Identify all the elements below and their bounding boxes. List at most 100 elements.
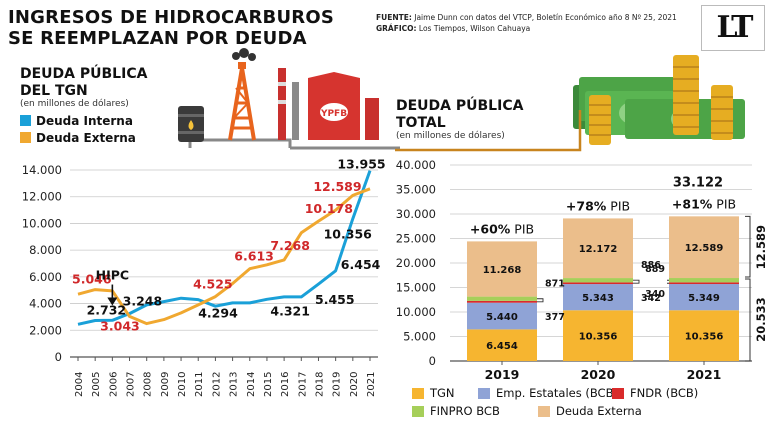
title-line-2: SE REEMPLAZAN POR DEUDA [8,28,307,49]
x-tick-label: 2004 [74,372,85,397]
line-chart: 02.0004.0006.0008.00010.00012.00014.000 … [22,157,386,397]
x-category-label: 2021 [687,367,722,382]
x-tick-label: 2011 [194,372,205,397]
y-tick-label: 0 [55,350,62,364]
data-label: 2.732 [87,303,127,318]
y-tick-label: 8.000 [29,243,62,257]
legend-swatch-externa [20,132,31,143]
legend-label: TGN [429,386,455,400]
y-tick-label: 25.000 [396,232,436,246]
bar-segment-emp-estatales-bcb- [563,284,633,311]
bracket-label-interna: 20.533 [754,297,768,341]
line-chart-series [77,170,372,326]
bar-segment-finpro-bcb [563,278,633,283]
x-tick-label: 2008 [143,372,154,397]
coins-icon [589,55,733,145]
bar-segment-tgn [669,310,739,361]
legend-swatch [612,388,624,399]
data-label: 6.454 [341,257,381,272]
x-tick-label: 2007 [126,372,137,397]
title-line-1: INGRESOS DE HIDROCARBUROS [8,7,335,28]
fndr-label: 377 [545,312,565,323]
x-tick-label: 2015 [263,372,274,397]
segment-label: 11.268 [483,265,522,276]
y-tick-label: 15.000 [396,281,436,295]
legend-swatch-interna [20,115,31,126]
legend-swatch [412,406,424,417]
source-label: FUENTE: [376,13,412,22]
bar-segment-deuda-externa [467,241,537,297]
y-tick-label: 14.000 [22,163,62,177]
line-chart-title: DEUDA PÚBLICA DEL TGN [20,66,147,100]
pib-label: +60% PIB [470,221,534,236]
bar-chart-subtitle: (en millones de dólares) [396,131,505,141]
bar-segment-fndr-bcb- [669,282,739,285]
pib-percent: +78% [566,198,607,213]
small-segment-bracket [633,279,640,284]
legend-item-externa: Deuda Externa [20,131,136,145]
bar-segment-emp-estatales-bcb- [669,284,739,311]
bar-segment-deuda-externa [669,216,739,279]
legend-label: FINPRO BCB [430,404,500,418]
x-tick-label: 2016 [280,372,291,397]
line-chart-x-ticks: 2004 2005 2006 2007 2008 2009 2010 2011 2012 2013… [74,357,377,397]
tick [667,279,669,284]
x-tick-label: 2017 [297,372,308,397]
pib-text: PIB [712,196,736,211]
hipc-arrowhead [107,297,118,306]
line-chart-title-2: DEL TGN [20,83,88,99]
x-tick-label: 2021 [366,372,377,397]
x-tick-label: 2010 [177,372,188,397]
x-tick-label: 2013 [229,372,240,397]
segment-label: 5.349 [688,293,720,304]
oil-barrel-icon [178,106,204,142]
y-tick-label: 4.000 [29,297,62,311]
data-label: 4.294 [198,306,238,321]
y-tick-label: 20.000 [396,256,436,270]
data-label: 7.268 [270,238,310,253]
bracket-externa [745,215,751,278]
fndr-label: 342 [641,293,661,304]
x-tick-label: 2014 [246,372,257,397]
y-tick-label: 2.000 [29,323,62,337]
bar-chart-title-1: DEUDA PÚBLICA [396,98,524,114]
legend-label: FNDR (BCB) [630,386,698,400]
series-line-deuda-externa [77,187,371,326]
data-label: 13.955 [337,157,385,172]
segment-label: 6.454 [486,341,518,352]
x-tick-label: 2009 [160,372,171,397]
y-tick-label: 10.000 [22,216,62,230]
bar-chart: 0 5.000 10.000 15.000 20.000 25.000 30.000 35.0… [396,158,768,418]
data-label: 4.321 [270,303,310,318]
y-tick-label: 0 [429,354,436,368]
data-label: 3.248 [123,294,163,309]
finpro-label: 871 [545,279,565,290]
data-label: 12.589 [313,179,361,194]
legend-swatch [412,388,424,399]
hipc-label: HIPC [96,268,129,283]
legend-label-externa: Deuda Externa [36,131,136,145]
bar-chart-labels: 6.454 5.440 11.268 871 377 2019 +60% PIB 10.356… [470,175,768,382]
y-tick-label: 12.000 [22,190,62,204]
bar-chart-title: DEUDA PÚBLICA TOTAL [396,98,523,132]
bar-segment-tgn [467,329,537,361]
refinery-sign: YPFB [320,109,347,119]
oil-rig-icon [228,48,256,141]
y-tick-label: 40.000 [396,158,436,172]
x-tick-label: 2005 [91,372,102,397]
segment-label: 12.589 [685,243,724,254]
segment-label: 5.343 [582,293,614,304]
total-label: 33.122 [673,175,723,190]
bar-segment-finpro-bcb [669,278,739,283]
pib-percent: +60% [470,221,511,236]
data-label: 10.178 [305,201,353,216]
legend-label-interna: Deuda Interna [36,114,133,128]
line-chart-y-ticks: 0 2.000 4.000 6.000 8.000 10.000 12.000 14.000 [22,163,62,364]
finpro-label: 886 [641,260,661,271]
bracket-interna [745,278,751,362]
x-tick-label: 2018 [314,372,325,397]
bar-segment-deuda-externa [563,218,633,279]
x-tick-label: 2006 [108,372,119,397]
bar-chart-bars [467,216,739,361]
segment-label: 12.172 [579,244,618,255]
